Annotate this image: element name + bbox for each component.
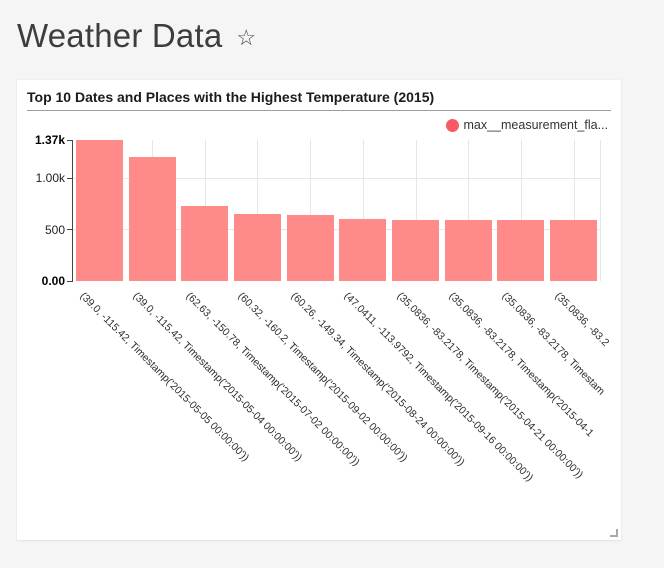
bar-4[interactable]	[286, 215, 334, 281]
x-axis-label: (35.0836, -83.2178, Timestamp('2015-04-2…	[394, 290, 585, 481]
bar-6[interactable]	[392, 219, 440, 281]
v-gridline	[573, 140, 575, 281]
bar-0[interactable]	[75, 140, 123, 281]
bar-5[interactable]	[339, 219, 387, 281]
v-gridline	[600, 140, 601, 281]
y-axis-tick	[67, 139, 72, 141]
bar-9[interactable]	[550, 220, 598, 281]
bar-2[interactable]	[181, 205, 229, 281]
chart-legend[interactable]: max__measurement_fla...	[446, 118, 608, 132]
y-axis-label: 1.37k	[34, 133, 65, 147]
page-header: Weather Data ☆	[0, 0, 664, 60]
x-axis-label: (35.0836, -83.2178, Timestam	[499, 290, 607, 398]
x-axis-label: (47.0411, -113.9792, Timestamp('2015-09-…	[341, 290, 536, 484]
resize-handle-icon[interactable]	[610, 529, 618, 537]
bar-chart[interactable]: 0.00 500 1.00k 1.37k (39.0, -115.42, Timesta…	[17, 80, 621, 540]
v-gridline	[468, 140, 470, 281]
y-axis-tick	[67, 229, 72, 231]
legend-series-label: max__measurement_fla...	[463, 118, 608, 132]
y-axis-tick	[67, 177, 72, 179]
v-gridline	[310, 140, 312, 281]
y-axis-label: 1.00k	[35, 171, 65, 186]
bar-3[interactable]	[233, 214, 281, 281]
page-title: Weather Data	[17, 17, 223, 54]
bar-8[interactable]	[497, 220, 545, 281]
y-axis-line	[72, 140, 73, 282]
chart-card-title: Top 10 Dates and Places with the Highest…	[27, 89, 435, 105]
favorite-star-icon[interactable]: ☆	[236, 25, 257, 50]
y-axis-tick	[67, 280, 72, 282]
h-gridline	[73, 229, 600, 231]
chart-card: Top 10 Dates and Places with the Highest…	[17, 80, 621, 540]
v-gridline	[415, 140, 417, 281]
h-gridline	[73, 177, 600, 179]
card-divider	[27, 110, 611, 111]
bar-1[interactable]	[128, 157, 176, 281]
v-gridline	[257, 140, 259, 281]
bar-7[interactable]	[444, 219, 492, 281]
legend-dot-icon	[446, 118, 460, 132]
x-axis-label: (35.0836, -83.2	[552, 290, 611, 349]
v-gridline	[362, 140, 364, 281]
v-gridline	[520, 140, 522, 281]
y-axis-label: 500	[44, 222, 65, 237]
y-axis-label: 0.00	[41, 274, 65, 288]
x-axis-label: (62.63, -150.78, Timestamp('2015-07-02 0…	[183, 290, 362, 469]
